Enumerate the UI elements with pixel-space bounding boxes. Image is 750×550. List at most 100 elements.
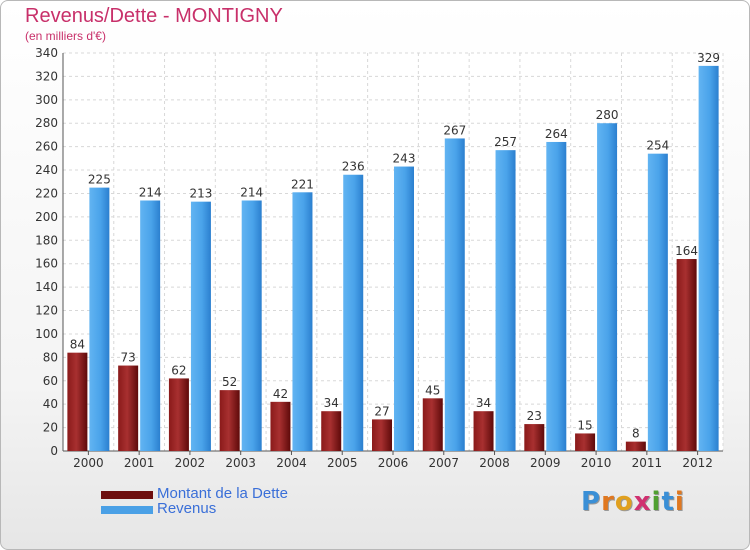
logo-letter: r [601,487,615,517]
y-tick-label: 200 [35,210,58,224]
x-tick-label: 2006 [378,456,409,470]
x-tick-label: 2008 [479,456,510,470]
bar-layer [67,65,719,452]
y-tick-label: 300 [35,93,58,107]
y-tick-label: 80 [43,350,58,364]
bar-revenus [241,200,262,451]
y-tick-label: 220 [35,186,58,200]
data-label-dette: 8 [632,427,640,441]
bar-revenus [698,65,719,452]
x-tick-label: 2010 [581,456,612,470]
legend-label-revenus: Revenus [157,500,217,517]
chart-subtitle: (en milliers d'€) [25,29,106,43]
data-label-revenus: 243 [393,152,416,166]
data-label-dette: 52 [222,375,237,389]
data-label-revenus: 213 [189,187,212,201]
bar-dette [575,433,596,451]
grid-layer [62,52,724,452]
x-tick-label: 2011 [632,456,663,470]
label-layer: 84 225 73 214 62 213 52 214 42 221 34 236 27 243 45 267… [70,51,720,441]
y-tick-label: 180 [35,233,58,247]
x-tick-label: 2012 [682,456,713,470]
data-label-revenus: 225 [88,173,111,187]
y-tick-label: 160 [35,257,58,271]
y-tick-label: 40 [43,397,58,411]
x-tick-label: 2004 [276,456,307,470]
bar-dette [676,259,697,451]
logo-letter: x [633,487,652,517]
bar-revenus [495,150,516,452]
data-label-dette: 34 [476,396,491,410]
bar-revenus [140,200,161,451]
bar-dette [270,401,291,451]
data-label-dette: 15 [577,418,592,432]
axis-layer: 0 20 40 60 80 100 120 140 160 180 200 220 240 260 280 3… [35,46,723,470]
y-tick-label: 20 [43,421,58,435]
data-label-revenus: 257 [494,135,517,149]
data-label-revenus: 267 [443,123,466,137]
data-label-dette: 23 [527,409,542,423]
bar-dette [321,411,342,451]
logo-letter: i [674,487,685,517]
logo-letter: i [651,487,662,517]
data-label-dette: 84 [70,338,85,352]
data-label-revenus: 236 [342,160,365,174]
y-tick-label: 340 [35,46,58,60]
y-tick-label: 260 [35,140,58,154]
bar-revenus [343,174,364,451]
bar-revenus [190,201,211,451]
bar-dette [422,398,443,451]
data-label-revenus: 214 [139,185,162,199]
x-tick-label: 2003 [225,456,256,470]
y-tick-label: 120 [35,304,58,318]
data-label-revenus: 264 [545,127,568,141]
bar-dette [168,378,189,451]
x-tick-label: 2005 [327,456,358,470]
bar-dette [67,352,88,451]
bar-revenus [647,153,668,451]
chart-title: Revenus/Dette - MONTIGNY [25,5,283,27]
legend-swatch-revenus [101,506,153,514]
y-tick-label: 0 [50,444,58,458]
y-tick-label: 240 [35,163,58,177]
bar-dette [118,365,139,451]
x-tick-label: 2001 [124,456,155,470]
legend-swatch-debt [101,491,153,499]
y-tick-label: 100 [35,327,58,341]
data-label-revenus: 254 [646,139,669,153]
plot-area [63,53,723,451]
bar-revenus [444,138,465,451]
bar-revenus [394,166,414,451]
data-label-dette: 45 [425,383,440,397]
y-tick-label: 320 [35,69,58,83]
logo-letter: o [614,487,634,517]
logo-letter: P [581,487,602,517]
bar-dette [219,390,240,451]
bar-revenus [546,141,567,451]
bar-revenus [292,192,313,452]
x-tick-label: 2002 [175,456,206,470]
data-label-dette: 73 [121,351,136,365]
y-tick-label: 280 [35,116,58,130]
legend-label-debt: Montant de la Dette [157,485,288,502]
x-tick-label: 2000 [73,456,104,470]
y-tick-label: 60 [43,374,58,388]
data-label-dette: 34 [324,396,339,410]
data-label-revenus: 221 [291,177,314,191]
bar-revenus [597,123,618,451]
data-label-revenus: 329 [697,51,720,65]
x-tick-label: 2007 [428,456,459,470]
data-label-revenus: 280 [596,108,619,122]
bar-dette [372,419,392,451]
logo-letter: t [661,487,675,517]
data-label-dette: 27 [374,404,389,418]
bar-revenus [89,187,110,451]
bar-dette [473,411,494,451]
bar-dette [524,424,545,451]
x-tick-label: 2009 [530,456,561,470]
data-label-dette: 42 [273,387,288,401]
data-label-dette: 62 [171,363,186,377]
data-label-dette: 164 [675,244,698,258]
